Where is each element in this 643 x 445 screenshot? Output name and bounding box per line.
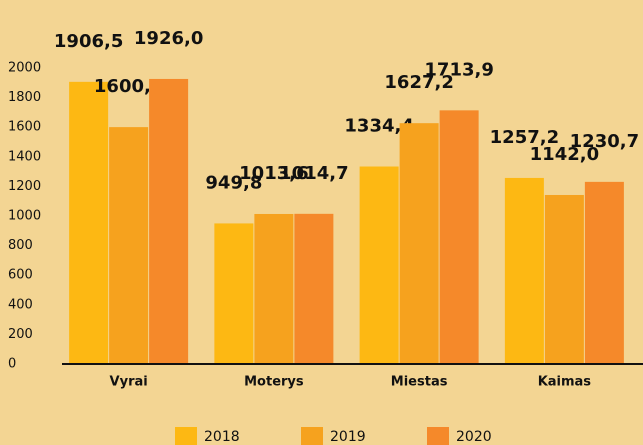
bar <box>399 123 439 364</box>
bar <box>254 213 294 364</box>
value-label: 1713,9 <box>424 59 493 80</box>
y-tick-label: 800 <box>8 238 33 253</box>
legend-swatch <box>175 427 197 445</box>
value-label: 1906,5 <box>54 31 123 52</box>
y-tick-label: 600 <box>8 268 33 283</box>
value-label: 949,8 <box>205 172 262 193</box>
bar <box>359 166 399 364</box>
x-tick-label: Vyrai <box>110 375 148 390</box>
value-label: 1334,4 <box>344 116 413 137</box>
value-label: 1926,0 <box>134 28 203 49</box>
y-tick-label: 1200 <box>8 179 41 194</box>
y-tick-label: 1800 <box>8 90 41 105</box>
y-tick-label: 400 <box>8 297 33 312</box>
x-tick-label: Kaimas <box>538 375 592 390</box>
legend-label: 2020 <box>456 429 492 445</box>
bar <box>439 110 479 364</box>
bar <box>109 127 149 364</box>
value-label: 1142,0 <box>530 144 599 165</box>
bar <box>504 177 544 364</box>
bar <box>69 81 109 364</box>
legend-swatch <box>427 427 449 445</box>
x-tick-label: Moterys <box>244 375 304 390</box>
bar <box>149 78 189 365</box>
legend-label: 2018 <box>204 429 240 445</box>
value-label: 1013,6 <box>239 163 308 184</box>
bar <box>214 223 254 364</box>
legend-label: 2019 <box>330 429 366 445</box>
value-label: 1600,5 <box>94 76 163 97</box>
bar <box>294 213 334 364</box>
bar <box>544 194 584 364</box>
x-tick-label: Miestas <box>391 375 448 390</box>
y-tick-label: 1600 <box>8 120 41 135</box>
value-label: 1014,7 <box>279 163 348 184</box>
value-label: 1627,2 <box>384 72 453 93</box>
y-tick-label: 200 <box>8 327 33 342</box>
value-label: 1230,7 <box>570 131 639 152</box>
value-label: 1257,2 <box>490 127 559 148</box>
y-tick-label: 2000 <box>8 61 41 76</box>
bar <box>584 181 624 364</box>
y-tick-label: 1000 <box>8 209 41 224</box>
y-tick-label: 0 <box>8 357 16 372</box>
legend-swatch <box>301 427 323 445</box>
y-tick-label: 1400 <box>8 149 41 164</box>
